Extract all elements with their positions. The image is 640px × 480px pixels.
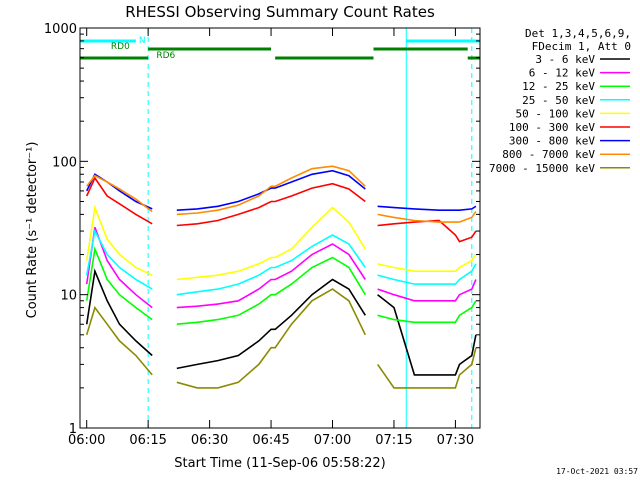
- series-line-7-2: [377, 211, 477, 223]
- series-line-2-2: [377, 300, 477, 324]
- legend-label-7: 800 - 7000 keV: [502, 148, 595, 161]
- series-line-8-0: [85, 305, 153, 376]
- x-tick-label-4: 07:00: [314, 433, 351, 448]
- series-line-7-0: [86, 174, 153, 213]
- series-line-1-2: [377, 279, 477, 302]
- x-tick-label-5: 07:15: [375, 433, 412, 448]
- series-line-0-2: [377, 294, 477, 376]
- x-tick-label-3: 06:45: [252, 433, 289, 448]
- legend-header-1: Det 1,3,4,5,6,9,: [525, 27, 631, 40]
- y-tick-label-3: 1000: [44, 22, 77, 37]
- legend-header-2: FDecim 1, Att 0: [532, 40, 631, 53]
- series-line-6-1: [176, 169, 366, 211]
- legend-label-1: 6 - 12 keV: [529, 67, 596, 80]
- plot-area: N RD0 RD6: [79, 28, 480, 428]
- series-line-6-2: [377, 205, 477, 211]
- legend-label-5: 100 - 300 keV: [509, 121, 595, 134]
- x-tick-label-0: 06:00: [68, 433, 105, 448]
- legend-label-6: 300 - 800 keV: [509, 135, 595, 148]
- series-line-3-2: [377, 263, 477, 285]
- x-tick-label-6: 07:30: [437, 433, 474, 448]
- series-line-0-0: [85, 268, 153, 357]
- series-line-1-1: [176, 243, 366, 309]
- y-axis-label: Count Rate (s⁻¹ detector⁻¹): [25, 142, 40, 319]
- x-tick-label-1: 06:15: [129, 433, 166, 448]
- series-line-0-1: [176, 278, 366, 370]
- legend-label-3: 25 - 50 keV: [522, 94, 595, 107]
- x-axis-label: Start Time (11-Sep-06 05:58:22): [174, 456, 385, 471]
- timestamp: 17-Oct-2021 03:57: [556, 467, 638, 476]
- plot-frame: [79, 27, 481, 429]
- series-line-8-1: [176, 288, 367, 389]
- flag-label-rd6: RD6: [156, 51, 175, 61]
- series-line-4-1: [176, 206, 366, 281]
- series-line-7-1: [176, 165, 366, 216]
- flag-label-rd0: RD0: [111, 42, 130, 52]
- flag-label-n: N: [139, 36, 146, 46]
- series-line-5-0: [85, 176, 153, 225]
- y-tick-label-2: 100: [52, 155, 77, 170]
- axis-ticks: 06:00 06:15 06:30 06:45 07:00 07:15 07:30 1 10 10…: [44, 22, 480, 448]
- series-line-3-1: [176, 234, 366, 296]
- legend-label-4: 50 - 100 keV: [516, 107, 596, 120]
- series-line-4-0: [85, 204, 153, 276]
- chart-title: RHESSI Observing Summary Count Rates: [125, 3, 435, 21]
- x-tick-label-2: 06:30: [191, 433, 228, 448]
- series-line-5-1: [176, 182, 366, 227]
- series-line-3-0: [85, 228, 153, 290]
- legend-label-0: 3 - 6 keV: [535, 53, 595, 66]
- series-line-2-1: [176, 256, 366, 325]
- y-tick-label-1: 10: [60, 289, 77, 304]
- y-tick-label-0: 1: [69, 422, 77, 437]
- legend-label-8: 7000 - 15000 keV: [489, 162, 595, 175]
- series-line-8-2: [376, 347, 477, 389]
- series-line-5-2: [377, 219, 477, 243]
- series-line-2-0: [85, 246, 153, 321]
- series-line-4-2: [377, 254, 477, 273]
- legend-label-2: 12 - 25 keV: [522, 80, 595, 93]
